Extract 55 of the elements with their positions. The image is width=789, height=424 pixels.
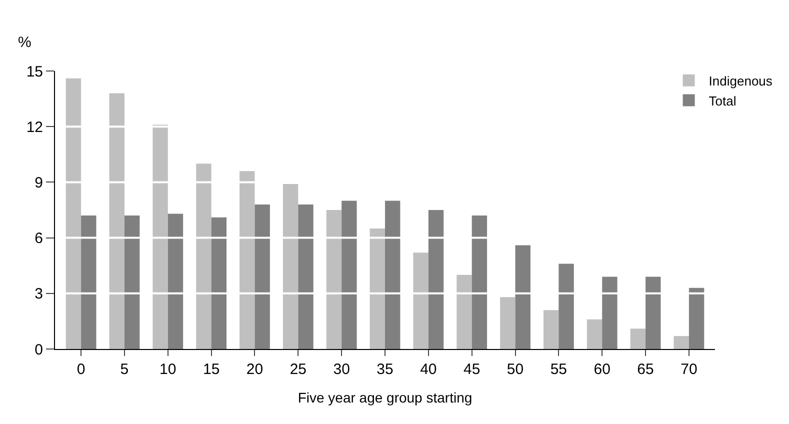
x-tick-label: 60 xyxy=(594,361,610,378)
y-tick-label: 15 xyxy=(26,63,43,80)
legend-label: Indigenous xyxy=(708,73,773,88)
y-tick-label: 12 xyxy=(26,118,43,136)
bar xyxy=(282,184,298,349)
bar xyxy=(298,204,314,349)
bar xyxy=(66,78,82,349)
bar xyxy=(602,276,618,349)
bar xyxy=(109,93,124,349)
bar xyxy=(168,214,184,349)
bar xyxy=(472,216,488,349)
bar xyxy=(674,336,689,349)
x-tick-label: 5 xyxy=(120,361,129,378)
bar xyxy=(630,328,646,349)
x-tick-label: 25 xyxy=(290,361,307,378)
bar xyxy=(543,310,559,349)
x-tick-label: 40 xyxy=(420,361,437,378)
bar xyxy=(254,204,270,349)
bar xyxy=(558,264,574,349)
bar xyxy=(342,200,357,349)
bar xyxy=(326,210,342,349)
bar xyxy=(385,200,400,349)
bar xyxy=(370,228,385,349)
x-tick-label: 0 xyxy=(76,361,86,378)
bar xyxy=(211,217,227,349)
bar xyxy=(428,210,444,349)
x-tick-label: 15 xyxy=(202,361,220,378)
x-axis-title: Five year age group starting xyxy=(298,389,472,406)
x-tick-label: 30 xyxy=(333,361,350,378)
x-tick-label: 50 xyxy=(506,361,524,378)
bar xyxy=(240,171,255,349)
bar xyxy=(124,216,140,349)
x-tick-label: 55 xyxy=(550,361,568,378)
bar xyxy=(81,216,96,349)
bar xyxy=(413,252,428,349)
y-tick-label: 9 xyxy=(34,174,43,192)
bar xyxy=(646,276,661,349)
bar xyxy=(456,274,472,349)
bar xyxy=(196,164,212,349)
legend-label: Total xyxy=(708,93,736,108)
bar xyxy=(688,288,704,349)
x-tick-label: 20 xyxy=(246,361,264,378)
x-tick-label: 35 xyxy=(376,361,394,378)
y-tick-label: 3 xyxy=(34,286,43,303)
bar xyxy=(152,124,168,349)
bar xyxy=(500,297,516,349)
y-axis-title: % xyxy=(18,34,32,51)
x-tick-label: 10 xyxy=(160,361,176,378)
x-tick-label: 65 xyxy=(637,361,654,378)
y-tick-label: 0 xyxy=(34,341,43,358)
bar xyxy=(515,245,530,349)
x-tick-label: 70 xyxy=(680,361,698,378)
x-tick-label: 45 xyxy=(463,361,480,378)
y-tick-label: 6 xyxy=(34,230,43,248)
bar xyxy=(586,319,602,349)
